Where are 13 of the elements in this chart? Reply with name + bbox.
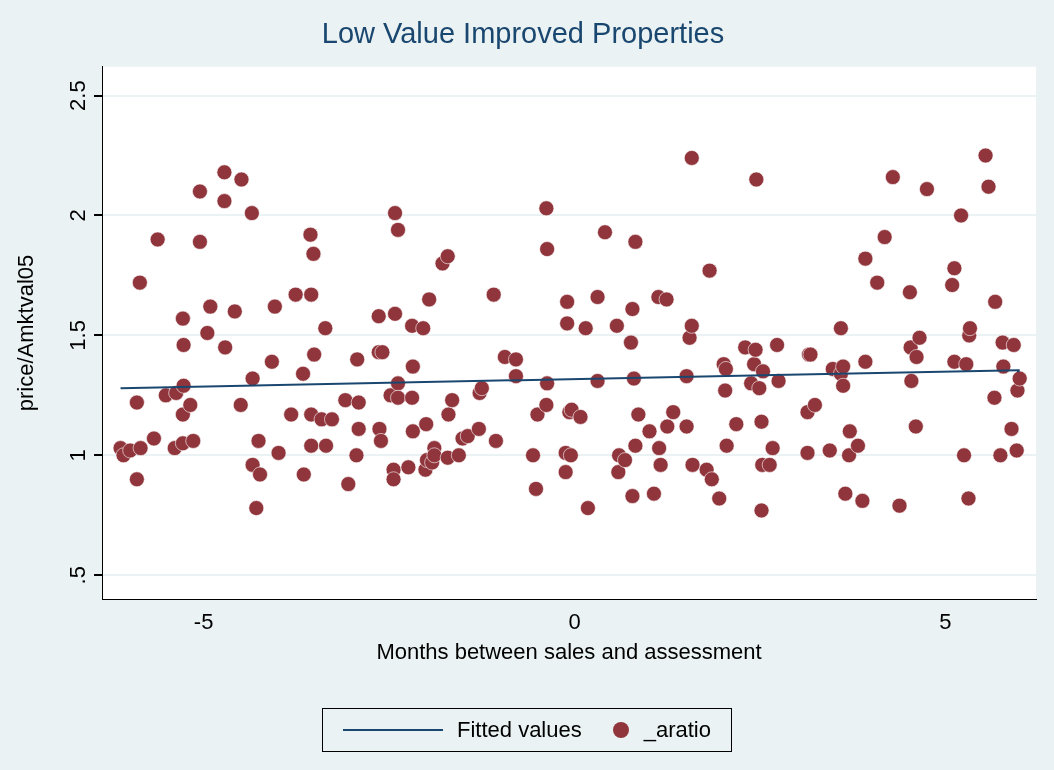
- legend-label: Fitted values: [456, 717, 582, 743]
- y-tick-label: 2.5: [65, 80, 91, 111]
- y-tick-label: 1.5: [65, 320, 91, 351]
- y-axis-title: price/Amktval05: [13, 254, 39, 412]
- y-tick-label: .5: [65, 566, 91, 585]
- x-tick-label: 0: [568, 609, 581, 635]
- x-tick-label: 5: [939, 609, 952, 635]
- chart-title: Low Value Improved Properties: [321, 17, 725, 50]
- y-tick-label: 2: [65, 209, 91, 222]
- legend-label: _aratio: [643, 717, 712, 743]
- x-tick-label: -5: [193, 609, 214, 635]
- y-tick-label: 1: [65, 449, 91, 462]
- x-axis-title: Months between sales and assessment: [376, 638, 762, 664]
